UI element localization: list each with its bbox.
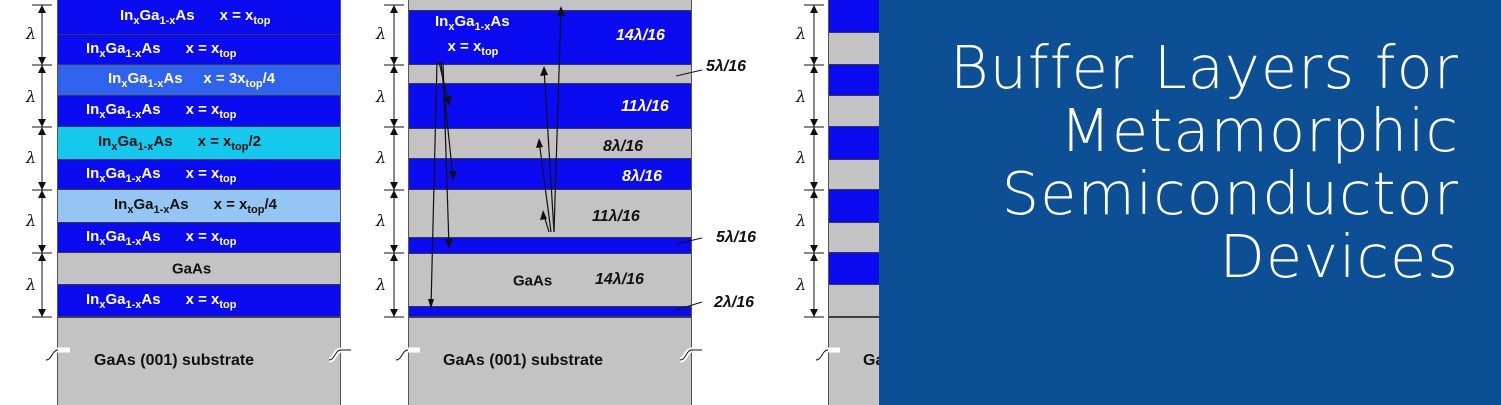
gaas-label: GaAs xyxy=(513,272,553,290)
thickness-label: 5λ/16 xyxy=(706,58,747,75)
layer: InxGa1-xAs x = xtop/2 xyxy=(58,127,340,160)
layer-label: InxGa1-xAs x = xtop xyxy=(86,227,237,248)
substrate-label: GaAs (001) substrate xyxy=(443,352,604,369)
thickness-label: 5λ/16 xyxy=(716,229,757,246)
panel2-dimension-markers: λ λ λ λ λ xyxy=(370,0,408,320)
lambda-label: λ xyxy=(796,24,807,43)
layer xyxy=(409,238,691,254)
layer: InxGa1-xAs x = xtop xyxy=(58,160,340,190)
layer: GaAs xyxy=(409,254,691,307)
layer-label: InxGa1-xAs x = xtop xyxy=(435,13,510,58)
panel3-lambda-arrows xyxy=(804,4,824,318)
layer-label: InxGa1-xAs x = xtop xyxy=(86,39,237,60)
layer xyxy=(409,190,691,238)
layer: InxGa1-xAs x = xtop xyxy=(58,96,340,127)
lambda-label: λ xyxy=(26,148,37,167)
substrate: GaAs (001) substrate xyxy=(409,317,691,405)
layer: GaAs xyxy=(58,253,340,285)
thickness-label: 11λ/16 xyxy=(621,98,669,115)
layer xyxy=(409,307,691,317)
thickness-label: 11λ/16 xyxy=(592,208,640,225)
substrate-label: GaAs (001) substrate xyxy=(94,352,255,369)
thickness-label: 14λ/16 xyxy=(595,271,644,288)
break-mark-icon xyxy=(45,347,70,363)
layer: InxGa1-xAs x = xtop xyxy=(58,0,340,35)
panel3-dimension-markers: λ λ λ λ λ xyxy=(790,0,828,320)
reflection-arrows xyxy=(428,6,565,309)
thickness-label: 14λ/16 xyxy=(616,27,665,44)
thickness-label: 2λ/16 xyxy=(714,294,755,311)
layer-label: InxGa1-xAs x = xtop xyxy=(86,101,237,121)
break-mark-icon xyxy=(815,347,840,363)
lambda-label: λ xyxy=(376,24,387,43)
layer-label: InxGa1-xAs x = xtop xyxy=(120,7,271,27)
title-line: Metamorphic xyxy=(1060,96,1459,165)
break-mark-icon xyxy=(395,347,420,363)
layer-label: InxGa1-xAs x = xtop xyxy=(86,164,237,185)
layer xyxy=(409,0,691,11)
thickness-label: 8λ/16 xyxy=(622,168,663,185)
lambda-label: λ xyxy=(26,24,37,43)
panel1-layer-stack: InxGa1-xAs x = xtop InxGa1-xAs x = xtop … xyxy=(57,0,341,405)
lambda-label: λ xyxy=(796,275,807,294)
annotation-leaders xyxy=(676,69,703,311)
layer-label: InxGa1-xAs x = xtop xyxy=(86,290,237,311)
layer: InxGa1-xAs x = xtop xyxy=(58,35,340,65)
lambda-label: λ xyxy=(796,87,807,106)
layer: InxGa1-xAs x = xtop xyxy=(409,11,691,65)
layer-label: InxGa1-xAs x = 3xtop/4 xyxy=(108,70,276,90)
layer-label: InxGa1-xAs x = xtop/4 xyxy=(114,196,277,216)
panel1-dimension-markers: λ λ λ λ λ xyxy=(0,0,56,320)
page-title: Buffer Layers for Metamorphic Semiconduc… xyxy=(950,36,1459,288)
lambda-label: λ xyxy=(26,87,37,106)
panel1-lambda-arrows xyxy=(32,4,52,318)
lambda-label: λ xyxy=(26,211,37,230)
panel2-lambda-arrows xyxy=(384,4,404,318)
panel2-layer-stack: InxGa1-xAs x = xtop GaAs GaAs (001) subs… xyxy=(408,0,692,405)
layer xyxy=(409,65,691,84)
layer: InxGa1-xAs x = xtop/4 xyxy=(58,190,340,223)
lambda-label: λ xyxy=(376,87,387,106)
lambda-label: λ xyxy=(26,275,37,294)
thickness-label: 8λ/16 xyxy=(603,138,644,155)
lambda-label: λ xyxy=(376,148,387,167)
lambda-label: λ xyxy=(796,148,807,167)
layer: InxGa1-xAs x = xtop xyxy=(58,223,340,253)
title-panel: Buffer Layers for Metamorphic Semiconduc… xyxy=(879,0,1501,405)
lambda-label: λ xyxy=(376,211,387,230)
layer: InxGa1-xAs x = xtop xyxy=(58,285,340,317)
layer: InxGa1-xAs x = 3xtop/4 xyxy=(58,65,340,96)
break-mark-icon xyxy=(679,347,702,363)
title-line: Semiconductor xyxy=(1001,159,1459,228)
substrate: GaAs (001) substrate xyxy=(58,317,340,405)
lambda-label: λ xyxy=(796,211,807,230)
title-line: Buffer Layers for xyxy=(950,33,1459,102)
break-mark-icon xyxy=(328,347,351,363)
layer-label: InxGa1-xAs x = xtop/2 xyxy=(98,133,261,153)
layer-label: GaAs xyxy=(172,260,212,277)
lambda-label: λ xyxy=(376,275,387,294)
title-line: Devices xyxy=(1219,222,1459,291)
layer xyxy=(409,84,691,129)
